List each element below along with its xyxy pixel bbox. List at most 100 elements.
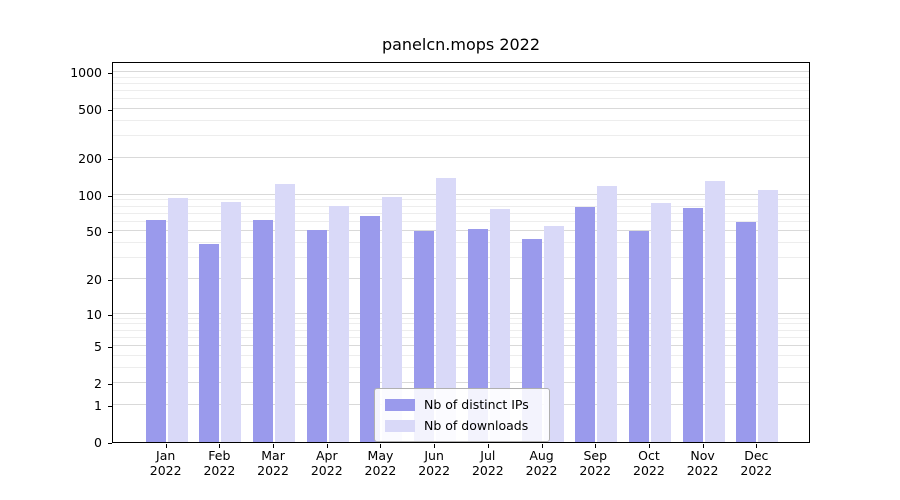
y-axis-tick-mark (108, 443, 112, 444)
x-axis-tick-label: Apr 2022 (310, 448, 343, 478)
y-axis-tick-label: 50 (86, 224, 102, 240)
y-axis-tick-label: 1000 (70, 65, 102, 81)
x-axis-tick-mark (595, 444, 597, 448)
legend-item-downloads: Nb of downloads (385, 418, 539, 433)
minor-gridline (113, 366, 809, 368)
bar-downloads (221, 201, 242, 442)
y-axis-tick-label: 500 (78, 102, 102, 118)
minor-gridline (113, 90, 809, 92)
minor-gridline (113, 354, 809, 356)
minor-gridline (113, 317, 809, 319)
y-axis-tick-mark (108, 405, 112, 407)
x-axis-tick-mark (756, 444, 758, 448)
major-gridline (113, 277, 809, 279)
bar-distinct-ips (306, 230, 327, 442)
minor-gridline (113, 220, 809, 222)
legend: Nb of distinct IPs Nb of downloads (374, 388, 550, 442)
x-axis-tick-mark (434, 444, 436, 448)
minor-gridline (113, 120, 809, 122)
x-axis-tick-label: Aug 2022 (525, 448, 558, 478)
y-axis-tick-mark (108, 314, 112, 316)
legend-swatch-distinct-ips (385, 398, 415, 411)
major-gridline (113, 345, 809, 347)
x-axis-tick-mark (702, 444, 704, 448)
x-axis-tick-mark (219, 444, 221, 448)
bar-distinct-ips (360, 216, 381, 442)
chart-title: panelcn.mops 2022 (381, 35, 541, 54)
legend-label-downloads: Nb of downloads (424, 418, 529, 433)
bar-downloads (597, 186, 618, 442)
y-axis-tick-label: 20 (86, 271, 102, 287)
x-axis-tick-label: Dec 2022 (740, 448, 773, 478)
y-axis-tick-label: 0 (94, 435, 102, 450)
bar-distinct-ips (199, 244, 220, 442)
minor-gridline (113, 336, 809, 338)
minor-gridline (113, 205, 809, 207)
major-gridline (113, 157, 809, 159)
y-axis-tick-mark (108, 347, 112, 349)
bar-downloads (328, 206, 349, 442)
bar-downloads (543, 225, 564, 442)
x-axis-tick-label: Jun 2022 (418, 448, 451, 478)
major-gridline (113, 230, 809, 232)
minor-gridline (113, 329, 809, 331)
minor-gridline (113, 98, 809, 100)
plot-area (112, 62, 810, 443)
major-gridline (113, 312, 809, 314)
y-axis-tick-mark (108, 279, 112, 281)
bar-distinct-ips (253, 220, 274, 442)
legend-swatch-downloads (385, 419, 415, 432)
x-axis-tick-label: Nov 2022 (686, 448, 719, 478)
minor-gridline (113, 212, 809, 214)
major-gridline (113, 382, 809, 384)
bar-downloads (167, 197, 188, 442)
bar-downloads (436, 177, 457, 442)
y-axis-tick-mark (108, 384, 112, 386)
bar-downloads (758, 189, 779, 442)
bar-downloads (489, 209, 510, 442)
minor-gridline (113, 82, 809, 84)
bar-distinct-ips (145, 220, 166, 442)
y-axis-tick-label: 10 (86, 306, 102, 322)
major-gridline (113, 193, 809, 195)
minor-gridline (113, 135, 809, 137)
y-axis-tick-mark (108, 195, 112, 197)
legend-item-distinct-ips: Nb of distinct IPs (385, 397, 539, 412)
bar-downloads (275, 183, 296, 442)
minor-gridline (113, 76, 809, 78)
x-axis-tick-mark (380, 444, 382, 448)
y-axis-tick-mark (108, 73, 112, 75)
minor-gridline (113, 323, 809, 325)
x-axis-tick-label: May 2022 (364, 448, 397, 478)
y-axis-tick-mark (108, 159, 112, 161)
minor-gridline (113, 257, 809, 259)
legend-label-distinct-ips: Nb of distinct IPs (424, 397, 529, 412)
minor-gridline (113, 242, 809, 244)
x-axis-tick-mark (487, 444, 489, 448)
x-axis-tick-mark (273, 444, 275, 448)
y-axis-tick-mark (108, 110, 112, 112)
bar-distinct-ips (682, 208, 703, 442)
x-axis-tick-label: Mar 2022 (257, 448, 289, 478)
bar-distinct-ips (628, 231, 649, 442)
x-axis-tick-label: Oct 2022 (633, 448, 665, 478)
bar-distinct-ips (575, 206, 596, 442)
y-axis-tick-mark (108, 232, 112, 234)
major-gridline (113, 108, 809, 110)
x-axis-tick-label: Feb 2022 (203, 448, 236, 478)
bar-downloads (382, 197, 403, 442)
x-axis-tick-label: Sep 2022 (579, 448, 612, 478)
y-axis-tick-label: 200 (78, 151, 102, 167)
bar-downloads (704, 180, 725, 442)
x-axis-tick-label: Jan 2022 (149, 448, 182, 478)
y-axis-tick-label: 5 (94, 339, 102, 355)
major-gridline (113, 71, 809, 73)
y-axis-tick-label: 2 (94, 376, 102, 392)
x-axis-tick-mark (648, 444, 650, 448)
x-axis-tick-label: Jul 2022 (471, 448, 504, 478)
bar-distinct-ips (736, 221, 757, 442)
minor-gridline (113, 199, 809, 201)
y-axis-tick-label: 1 (94, 397, 102, 413)
x-axis-tick-mark (326, 444, 328, 448)
